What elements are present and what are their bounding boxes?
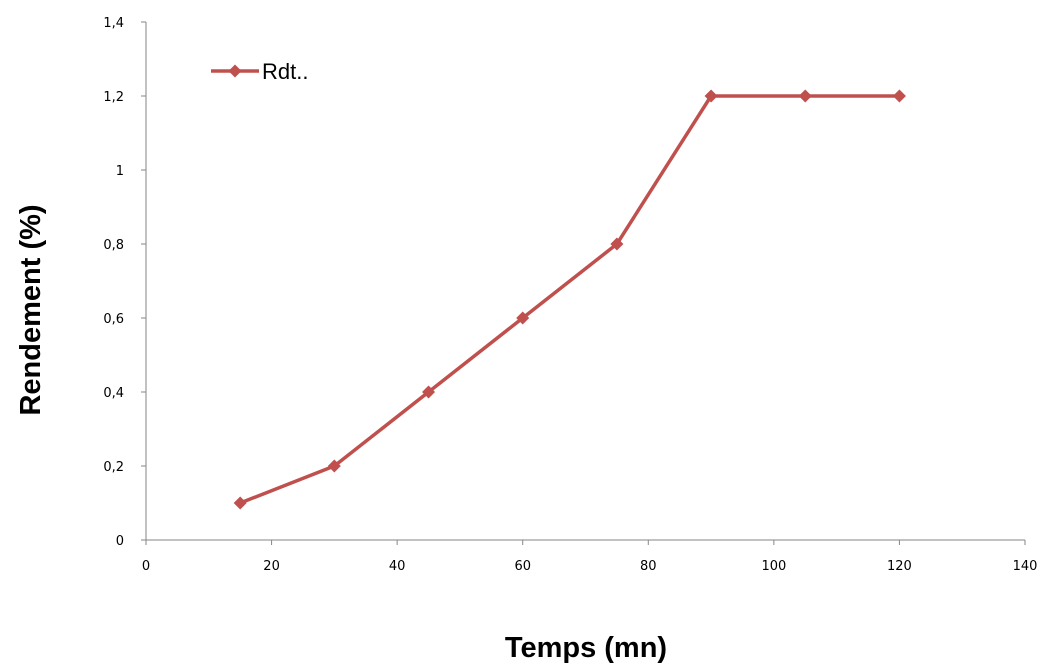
- chart-axes: [145, 22, 1025, 541]
- x-tick-label: 100: [761, 559, 786, 574]
- data-point: [327, 459, 341, 473]
- y-tick-labels: 0 0,2 0,4 0,6 0,8 1 1,2 1,4: [103, 16, 146, 549]
- data-point: [516, 311, 530, 325]
- y-axis-title: Rendement (%): [15, 204, 47, 415]
- x-tick-label: 140: [1013, 559, 1038, 574]
- y-tick-label: 1: [116, 164, 124, 179]
- y-tick-label: 1,2: [103, 90, 124, 105]
- x-tick-label: 80: [640, 559, 657, 574]
- x-tick-label: 0: [142, 559, 150, 574]
- data-point: [704, 89, 718, 103]
- data-point: [892, 89, 906, 103]
- series-line: [239, 94, 900, 505]
- x-tick-label: 60: [514, 559, 531, 574]
- series-layer: [233, 89, 906, 510]
- x-tick-labels: 0 20 40 60 80 100 120 140: [142, 540, 1038, 574]
- legend-label: Rdt..: [262, 59, 308, 84]
- x-tick-label: 120: [887, 559, 912, 574]
- data-point: [422, 385, 436, 399]
- data-point: [610, 237, 624, 251]
- legend: Rdt..: [211, 59, 308, 84]
- y-tick-label: 0,4: [103, 386, 124, 401]
- x-axis-title: Temps (mn): [505, 632, 667, 664]
- y-tick-label: 0: [116, 534, 124, 549]
- y-tick-label: 0,8: [103, 238, 124, 253]
- data-point: [233, 496, 247, 510]
- x-tick-label: 40: [389, 559, 406, 574]
- legend-marker: [228, 64, 242, 78]
- data-point: [798, 89, 812, 103]
- x-tick-label: 20: [263, 559, 280, 574]
- y-tick-label: 1,4: [103, 16, 124, 31]
- y-tick-label: 0,6: [103, 312, 124, 327]
- y-tick-label: 0,2: [103, 460, 124, 475]
